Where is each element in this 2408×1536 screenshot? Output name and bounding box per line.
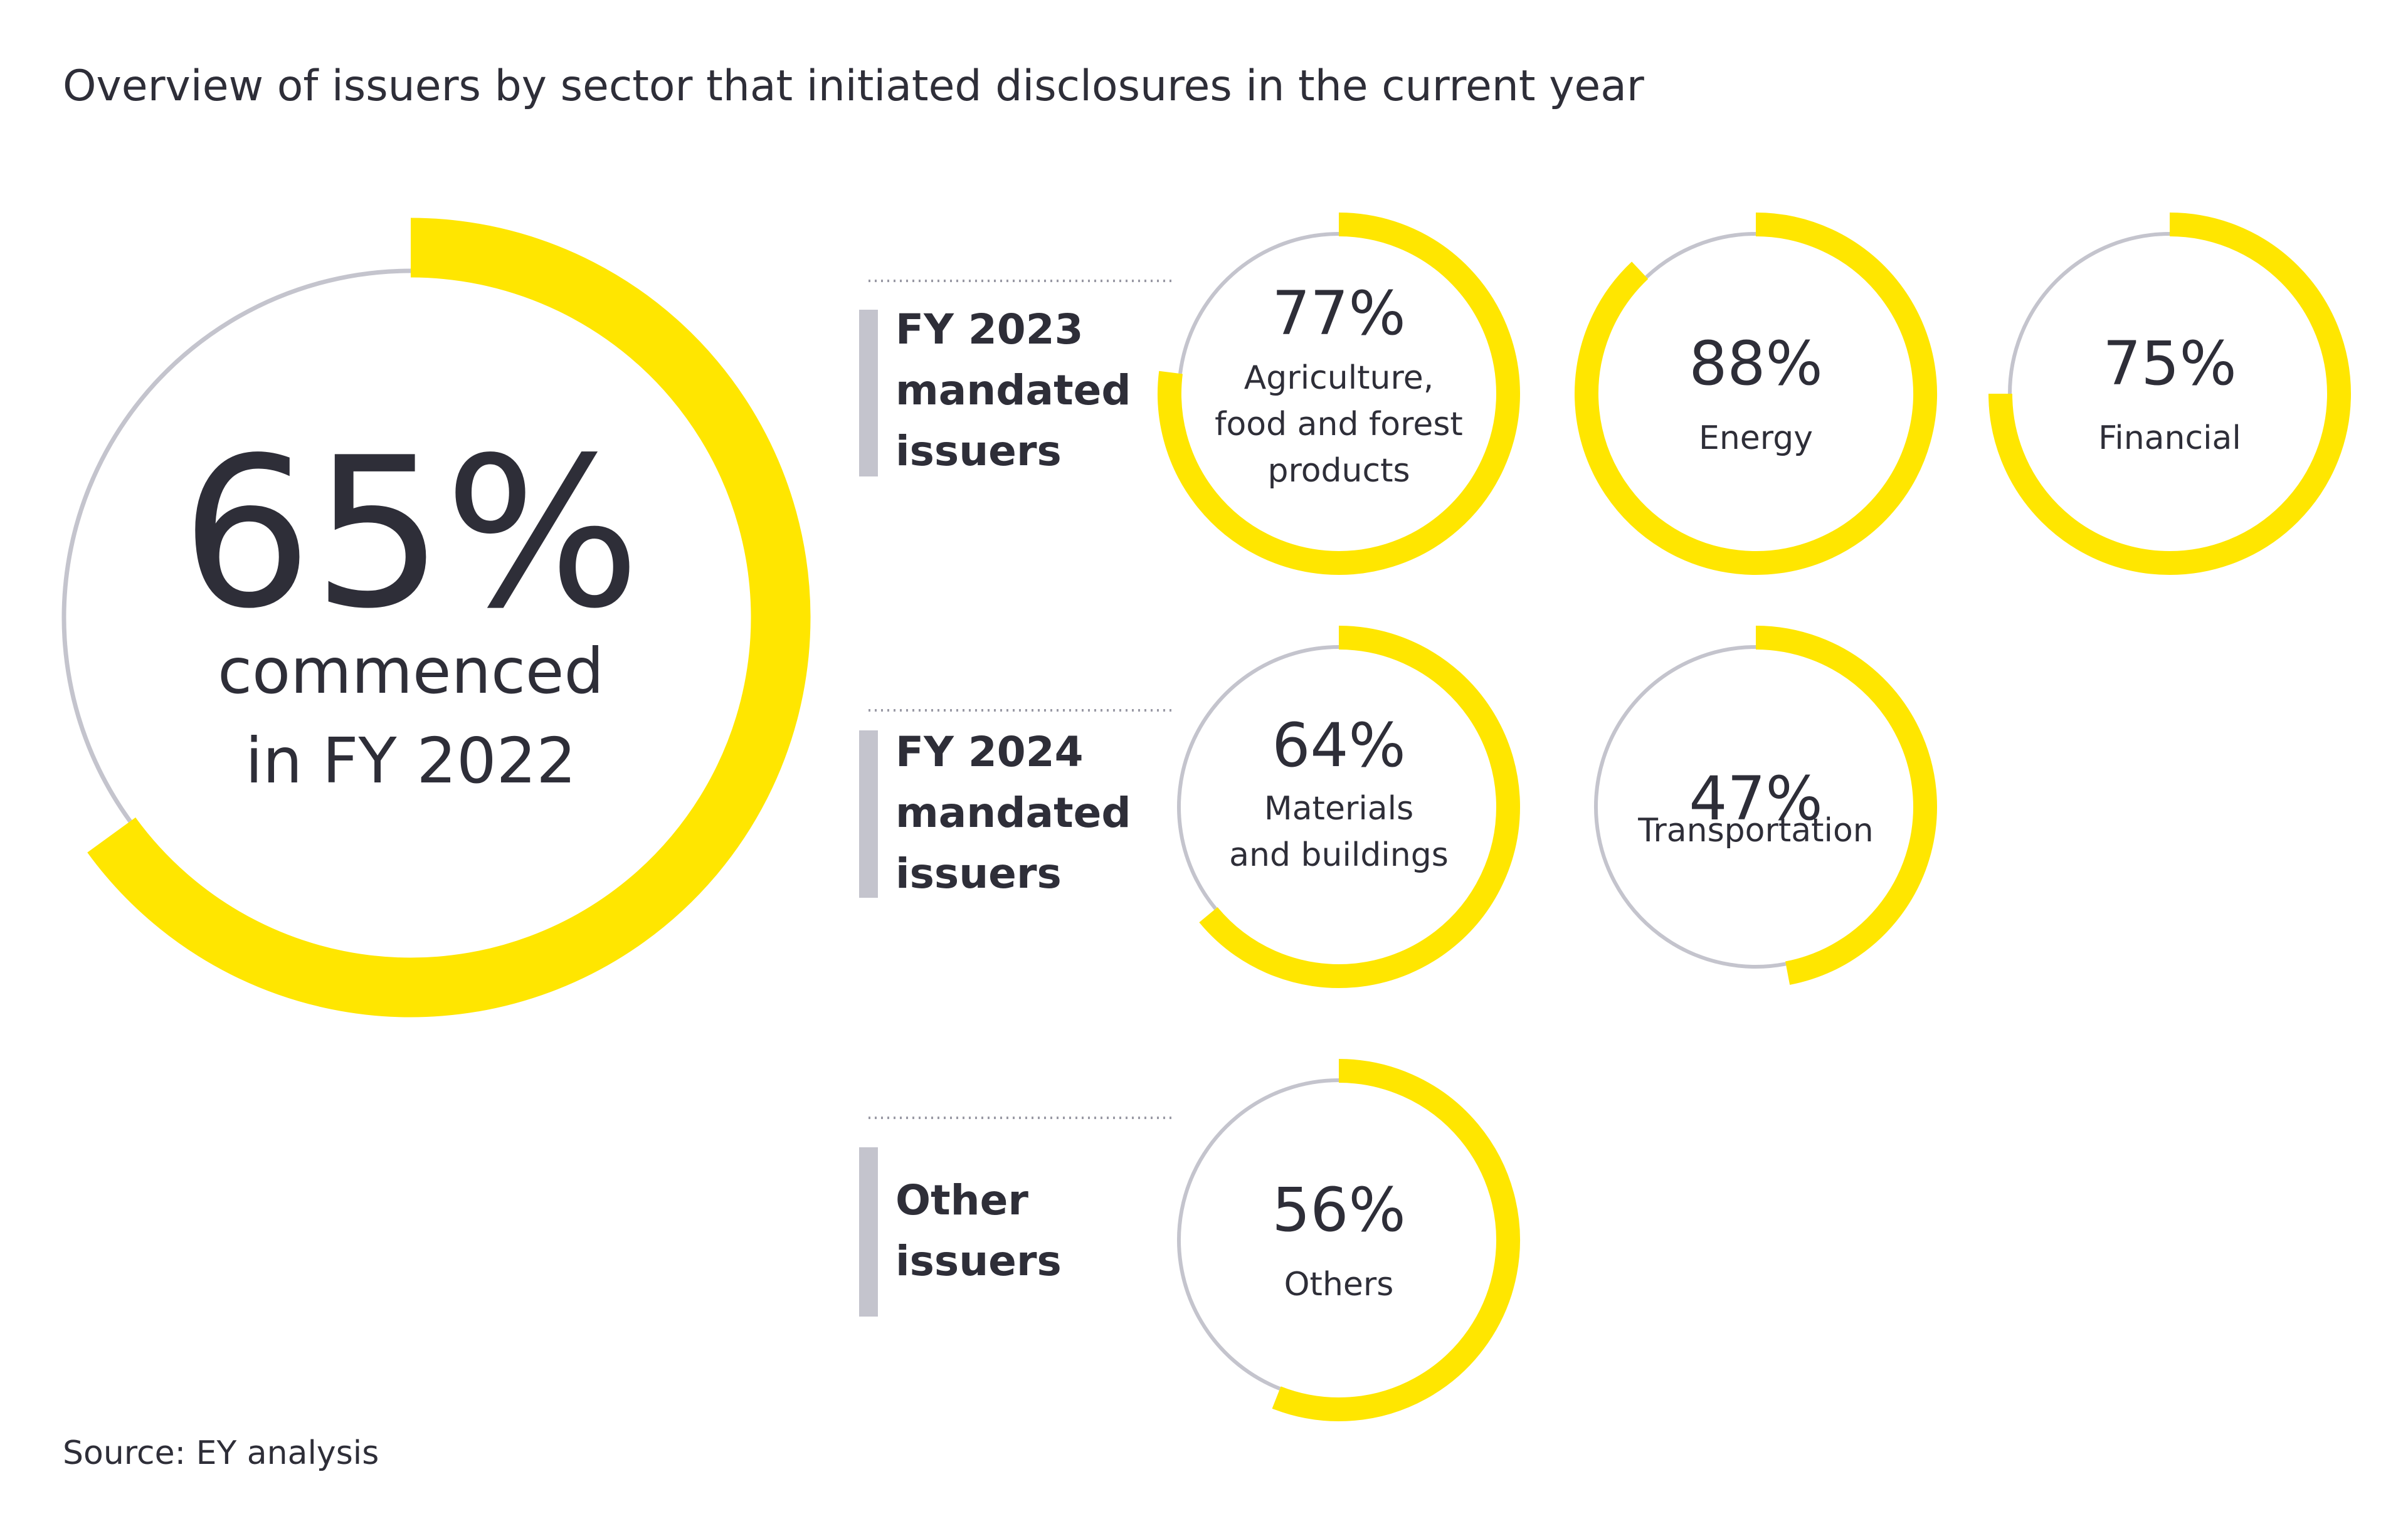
sector-label-line: Financial: [2098, 419, 2241, 457]
sector-transportation-value-arc: [1755, 626, 1937, 985]
sector-label-line: Energy: [1699, 419, 1813, 457]
sector-materials-and-buildings-value-arc: [1199, 626, 1520, 988]
overall-value-arc: [87, 218, 811, 1018]
sector-financial-track: [2008, 232, 2170, 394]
sector-materials-and-buildings-track: [1177, 645, 1339, 910]
sector-label-line: products: [1267, 452, 1410, 490]
group-label-line: mandated: [895, 789, 1131, 837]
sector-percentage: 56%: [1272, 1175, 1405, 1245]
sector-label-line: Others: [1284, 1266, 1394, 1303]
sector-label-line: Transportation: [1637, 812, 1873, 850]
group-marker-bar: [859, 730, 878, 898]
sector-percentage: 77%: [1272, 278, 1405, 349]
sector-financial-value-arc: [1988, 213, 2351, 575]
sector-agriculture-food-and-forest-products-value-arc: [1158, 213, 1520, 575]
chart-title: Overview of issuers by sector that initi…: [63, 61, 1644, 111]
group-marker-bar: [859, 1147, 878, 1317]
sector-percentage: 75%: [2103, 329, 2236, 399]
group-label-line: issuers: [895, 850, 1062, 898]
source-note: Source: EY analysis: [63, 1434, 379, 1472]
sector-energy-value-arc: [1575, 213, 1937, 575]
group-marker-bar: [859, 310, 878, 476]
group-label-line: mandated: [895, 366, 1131, 414]
overall-track: [61, 268, 411, 823]
overall-percentage: 65%: [181, 413, 640, 654]
sector-label-line: Agriculture,: [1244, 359, 1434, 397]
sector-transportation-track: [1593, 645, 1787, 969]
sector-label-line: Materials: [1264, 790, 1413, 828]
group-label-line: Other: [895, 1176, 1028, 1224]
overall-caption-line: commenced: [218, 634, 604, 708]
overall-caption-line: in FY 2022: [245, 724, 576, 797]
sector-percentage: 88%: [1689, 329, 1822, 399]
sector-others-value-arc: [1272, 1059, 1520, 1421]
sector-percentage: 64%: [1272, 710, 1405, 781]
sector-percentage: 47%: [1689, 764, 1822, 834]
group-label-line: issuers: [895, 1237, 1062, 1285]
sector-label-line: food and forest: [1215, 406, 1463, 443]
sector-label-line: and buildings: [1229, 836, 1449, 874]
group-label-line: FY 2023: [895, 305, 1084, 354]
group-label-line: issuers: [895, 427, 1062, 475]
sector-others-track: [1177, 1078, 1339, 1391]
sector-agriculture-food-and-forest-products-track: [1178, 232, 1339, 374]
sector-energy-track: [1645, 232, 1756, 279]
group-label-line: FY 2024: [895, 728, 1084, 776]
